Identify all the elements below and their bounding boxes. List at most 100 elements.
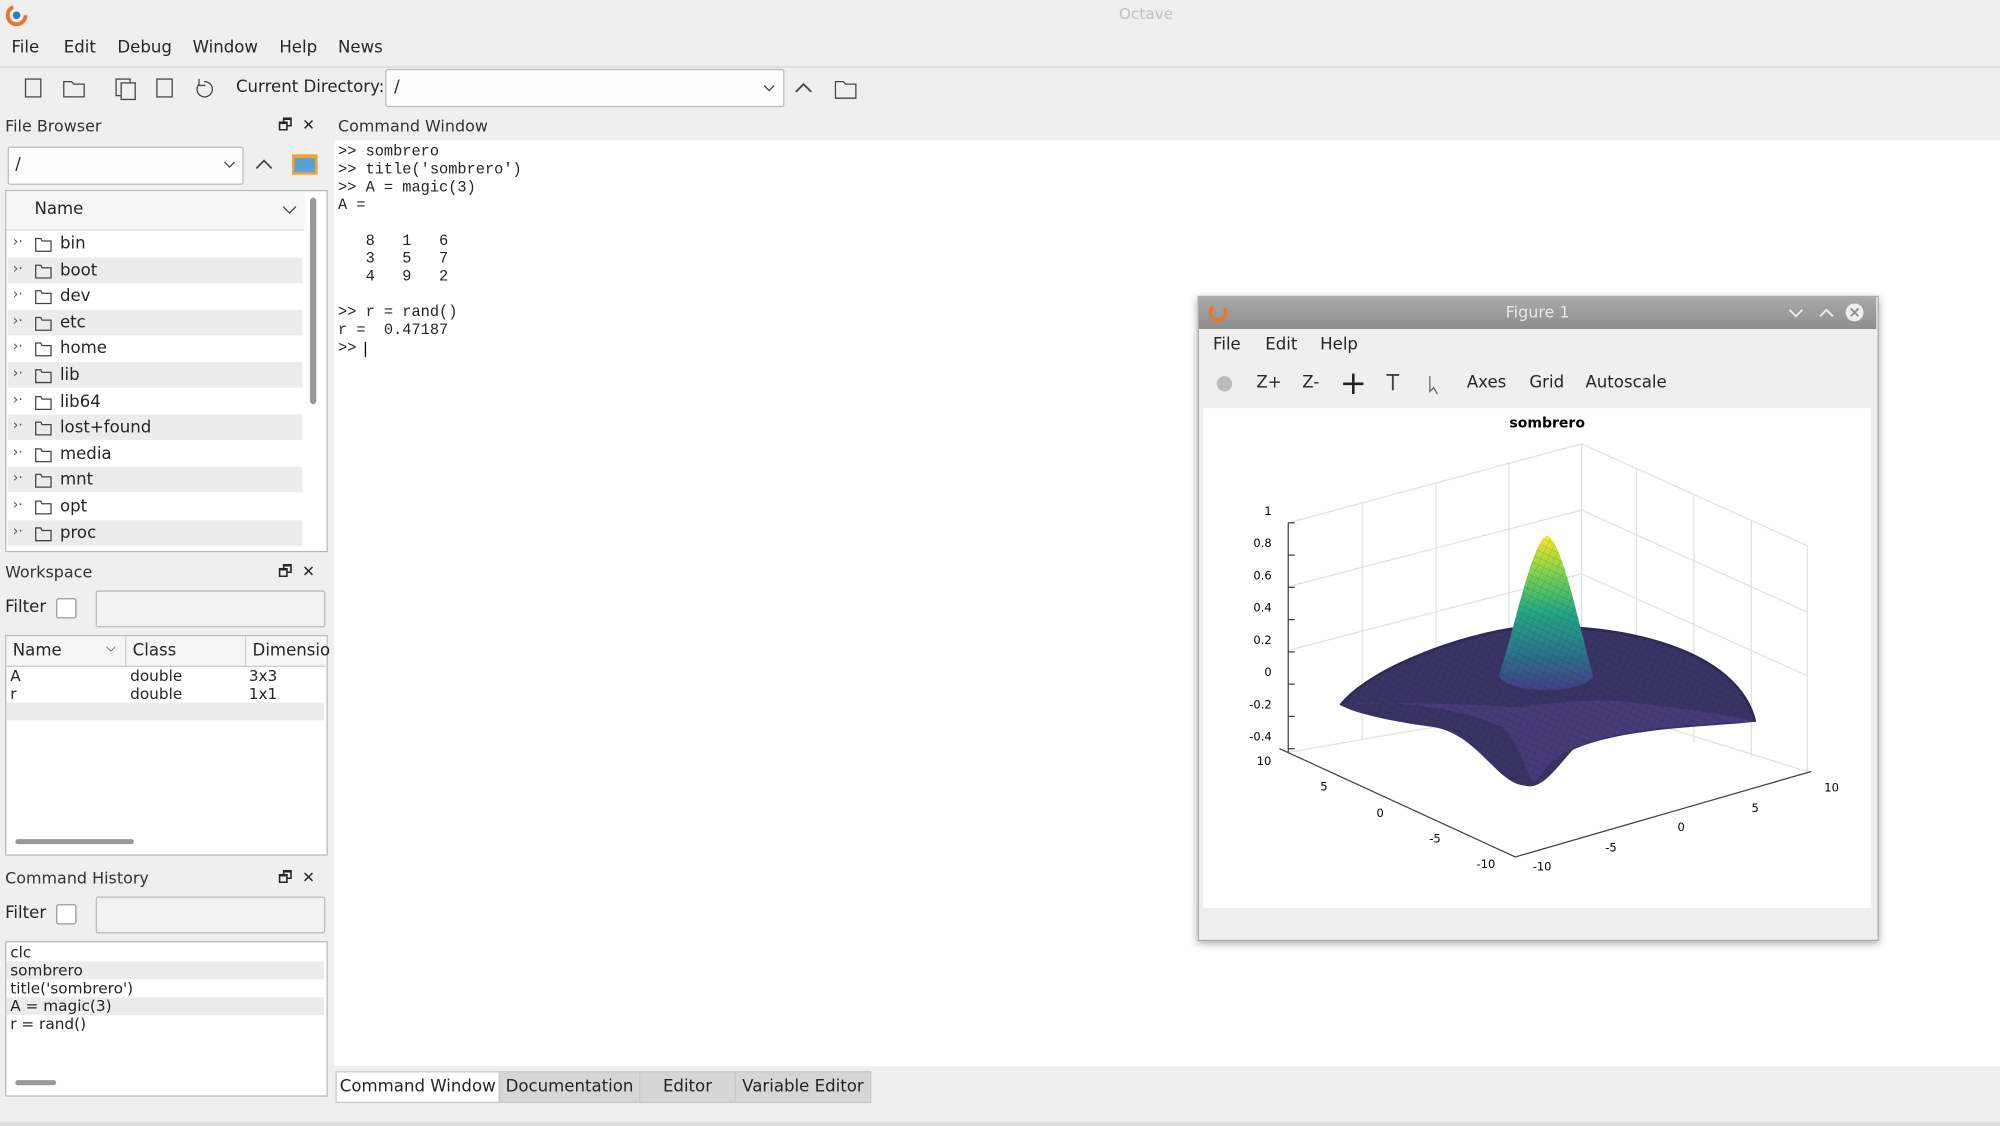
figure-tool[interactable]: Grid — [1529, 373, 1565, 393]
cell[interactable]: double — [130, 666, 183, 685]
panel-buttons[interactable]: 🗗 ✕ — [278, 868, 315, 887]
command-line: >> sombrero — [338, 142, 440, 161]
panel-buttons[interactable]: 🗗 ✕ — [278, 562, 315, 581]
menu-item[interactable]: Help — [279, 38, 318, 58]
cell[interactable]: double — [130, 684, 183, 703]
command-line: >> title('sombrero') — [338, 160, 522, 179]
tab[interactable]: Variable Editor — [734, 1071, 872, 1104]
figure-tool[interactable]: Z+ — [1256, 373, 1282, 393]
file-entry[interactable]: opt — [59, 497, 88, 517]
current-directory-label: Current Directory: — [235, 77, 385, 97]
column-header[interactable]: Name — [12, 641, 62, 661]
file-entry[interactable]: lost+found — [59, 418, 152, 438]
app-icon — [5, 4, 28, 27]
scrollbar[interactable] — [309, 197, 317, 405]
path[interactable]: / — [15, 155, 21, 175]
z-tick-label: 1 — [1264, 504, 1271, 518]
h-scrollbar[interactable] — [15, 839, 134, 845]
cell[interactable]: r — [10, 684, 17, 703]
history-entry[interactable]: clc — [10, 943, 32, 962]
file-entry[interactable]: mnt — [59, 471, 94, 491]
file-entry[interactable]: proc — [59, 523, 97, 543]
history-entry[interactable]: sombrero — [10, 961, 83, 980]
file-entry[interactable]: lib — [59, 365, 80, 386]
plot-title: sombrero — [1509, 415, 1585, 431]
figure-menu-item[interactable]: Help — [1320, 335, 1358, 355]
workspace-table — [5, 635, 328, 856]
row-shade — [7, 467, 303, 493]
filter-combo[interactable] — [95, 590, 326, 628]
history-entry[interactable]: A = magic(3) — [10, 997, 112, 1016]
current-directory-combo[interactable] — [385, 68, 785, 108]
file-entry[interactable]: lib64 — [59, 392, 101, 412]
z-tick-label: -0.4 — [1249, 730, 1271, 744]
h-scrollbar[interactable] — [15, 1080, 57, 1086]
figure-tool[interactable]: Autoscale — [1585, 373, 1667, 393]
file-entry[interactable]: etc — [59, 313, 86, 333]
file-entry[interactable]: boot — [59, 260, 98, 281]
tab[interactable]: Editor — [639, 1071, 736, 1104]
tree-glyph: ›· — [12, 233, 23, 250]
menu-item[interactable]: News — [338, 38, 383, 58]
x-tick-label: 10 — [1257, 754, 1272, 768]
z-tick-label: 0.6 — [1253, 568, 1271, 582]
folder-icon — [35, 264, 52, 279]
figure-tool[interactable]: Z- — [1302, 373, 1320, 393]
menu-item[interactable]: File — [11, 38, 40, 58]
tab[interactable]: Documentation — [498, 1071, 641, 1104]
list-header — [6, 191, 305, 231]
tree-glyph: ›· — [12, 312, 23, 329]
figure-titlebar — [1198, 297, 1877, 330]
window-title: Octave — [1118, 5, 1174, 23]
column-header[interactable]: Dimensio — [252, 641, 331, 661]
column-header[interactable]: Class — [132, 641, 177, 661]
figure-title: Figure 1 — [1505, 302, 1570, 322]
col-sep — [124, 636, 127, 666]
column-name[interactable]: Name — [34, 200, 84, 220]
file-entry[interactable]: home — [59, 339, 107, 359]
row-shade — [7, 309, 303, 336]
tab[interactable]: Command Window — [335, 1071, 500, 1104]
status-bar — [0, 1122, 2000, 1126]
menu-item[interactable]: Window — [192, 38, 258, 58]
z-tick-label: 0.2 — [1253, 633, 1271, 647]
panel-buttons[interactable]: 🗗 ✕ — [278, 116, 315, 134]
figure-menu-item[interactable]: Edit — [1265, 335, 1298, 355]
menu-item[interactable]: Debug — [117, 38, 172, 58]
history-entry[interactable]: title('sombrero') — [10, 979, 134, 998]
history-entry[interactable]: r = rand() — [10, 1015, 87, 1033]
current-directory[interactable]: / — [394, 77, 400, 97]
z-tick-label: 0.8 — [1253, 536, 1271, 550]
file-entry[interactable]: media — [59, 444, 112, 464]
filter-combo[interactable] — [95, 896, 326, 934]
folder-icon — [35, 316, 52, 331]
folder-icon — [35, 526, 52, 541]
filter-label: Filter — [5, 904, 47, 924]
filter-checkbox[interactable] — [56, 904, 77, 925]
dir-buttons — [763, 80, 857, 99]
panel-title: Command Window — [338, 116, 488, 136]
figure-status — [1198, 909, 1877, 938]
panel-title: Command History — [5, 868, 149, 888]
y-tick-label: -10 — [1533, 860, 1552, 874]
command-line: r = 0.47187 — [338, 321, 449, 340]
cell[interactable]: 3x3 — [248, 666, 278, 685]
file-entry[interactable]: bin — [59, 234, 86, 254]
y-tick-label: 5 — [1751, 801, 1758, 815]
filter-label: Filter — [5, 598, 47, 618]
cell[interactable]: A — [10, 666, 21, 685]
file-entry[interactable]: dev — [59, 287, 91, 307]
row-shade — [6, 997, 324, 1016]
menu-item[interactable]: Edit — [63, 38, 96, 58]
tree-glyph: ›· — [12, 496, 23, 513]
z-tick-label: -0.2 — [1249, 697, 1271, 711]
path-combo[interactable] — [7, 146, 244, 185]
x-tick-label: -5 — [1429, 832, 1440, 846]
row-shade — [6, 961, 324, 980]
cell[interactable]: 1x1 — [248, 684, 278, 703]
figure-menu-item[interactable]: File — [1213, 335, 1241, 355]
filter-checkbox[interactable] — [56, 598, 77, 619]
figure-tool[interactable]: Axes — [1466, 373, 1507, 393]
row-shade — [7, 257, 303, 283]
